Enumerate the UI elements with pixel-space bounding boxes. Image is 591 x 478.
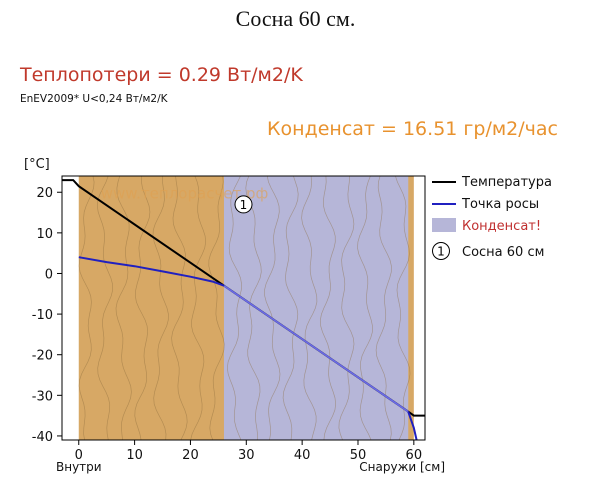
x-tick-label: 20 [182, 448, 199, 463]
wood-grain-line [264, 176, 281, 440]
x-tick-label: 0 [75, 448, 83, 463]
x-axis-label-inside: Внутри [56, 460, 102, 474]
x-tick-label: 30 [238, 448, 255, 463]
wood-grain-line [171, 176, 188, 440]
wood-grain-line [96, 176, 114, 440]
wood-grain-line [152, 176, 169, 440]
wood-grain-line [357, 176, 373, 440]
legend-layer-marker [432, 242, 450, 260]
legend-swatch-condensate [432, 218, 456, 232]
wood-grain-line [301, 176, 318, 440]
wood-grain-line [226, 176, 242, 440]
legend-layer-marker-label: 1 [437, 245, 445, 259]
norm-label: EnEV2009* U<0,24 Вт/м2/K [20, 93, 168, 105]
wood-grain-line [338, 176, 355, 440]
legend-label-dew-point: Точка росы [461, 197, 539, 212]
legend-label-layer: Сосна 60 см [462, 245, 544, 260]
y-tick-label: 10 [36, 227, 53, 242]
page-caption: Сосна 60 см. [235, 6, 356, 31]
x-axis-label-outside: Снаружи [см] [359, 460, 445, 474]
wood-grain-line [78, 176, 95, 440]
wood-grain-line [395, 176, 411, 440]
wood-grain-line [319, 176, 337, 440]
dew-point-line-tail [407, 411, 418, 440]
dew-point-line-condensate [223, 284, 409, 413]
heat-loss-label: Теплопотери = 0.29 Вт/м2/K [20, 64, 303, 86]
watermark: www.теплорасчет.рф [101, 184, 269, 202]
legend-label-condensate: Конденсат! [462, 219, 541, 234]
condensate-label: Конденсат = 16.51 гр/м2/час [267, 118, 558, 140]
layer-marker [234, 195, 253, 214]
x-tick-label: 50 [350, 448, 367, 463]
condensate-zone-area [223, 176, 409, 440]
y-tick-label: 20 [36, 186, 53, 201]
dew-point-line [78, 256, 225, 287]
layer-marker-label: 1 [240, 198, 248, 212]
y-tick-label: -40 [32, 430, 53, 445]
wood-grain-line [282, 176, 299, 440]
x-tick-label: 40 [294, 448, 311, 463]
y-axis-label: [°C] [24, 157, 50, 172]
y-tick-label: -20 [32, 349, 53, 364]
x-tick-label: 10 [126, 448, 143, 463]
y-tick-label: 0 [45, 267, 53, 282]
wood-grain-line [208, 176, 225, 440]
y-tick-label: -10 [32, 308, 53, 323]
legend-label-temperature: Температура [461, 175, 552, 190]
wood-grain-line [134, 176, 151, 440]
plot-frame [61, 175, 426, 441]
wood-grain-line [245, 176, 262, 440]
wood-grain-line [190, 176, 207, 440]
y-tick-label: -30 [32, 389, 53, 404]
x-tick-label: 60 [406, 448, 423, 463]
